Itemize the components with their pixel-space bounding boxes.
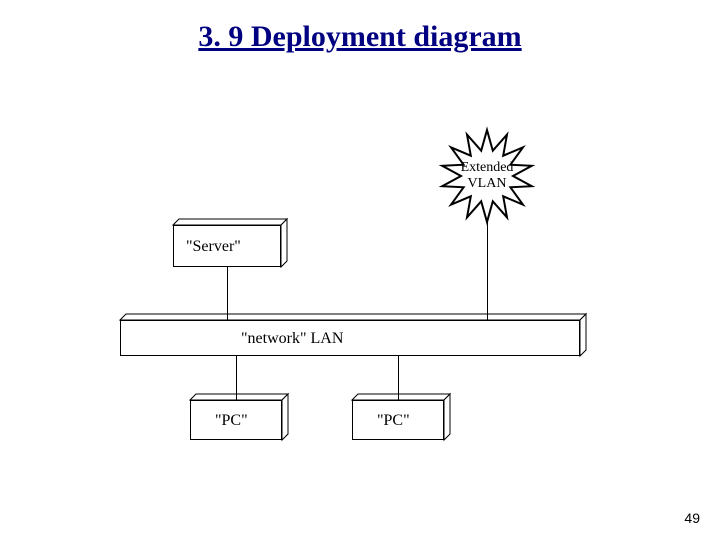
page-title: 3. 9 Deployment diagram bbox=[0, 20, 720, 54]
node-pc2-label: "PC" bbox=[377, 412, 410, 430]
connector-server-to-network bbox=[227, 267, 228, 320]
node-pc2-front: "PC" bbox=[352, 400, 444, 440]
page-number: 49 bbox=[684, 510, 700, 526]
node-pc1-label: "PC" bbox=[215, 412, 248, 430]
starburst-extended-vlan bbox=[0, 0, 1, 1]
starburst-label-line2: VLAN bbox=[447, 176, 527, 192]
node-network-front: "network" LAN bbox=[120, 320, 580, 356]
node-server-label: "Server" bbox=[186, 238, 241, 256]
node-pc1-front: "PC" bbox=[190, 400, 282, 440]
connector-pc2-to-network bbox=[398, 356, 399, 400]
node-network-label: "network" LAN bbox=[241, 330, 343, 348]
starburst-label-line1: Extended bbox=[447, 160, 527, 176]
connector-pc1-to-network bbox=[236, 356, 237, 400]
node-server-front: "Server" bbox=[173, 225, 281, 267]
connector-vlan-to-network bbox=[487, 216, 488, 320]
